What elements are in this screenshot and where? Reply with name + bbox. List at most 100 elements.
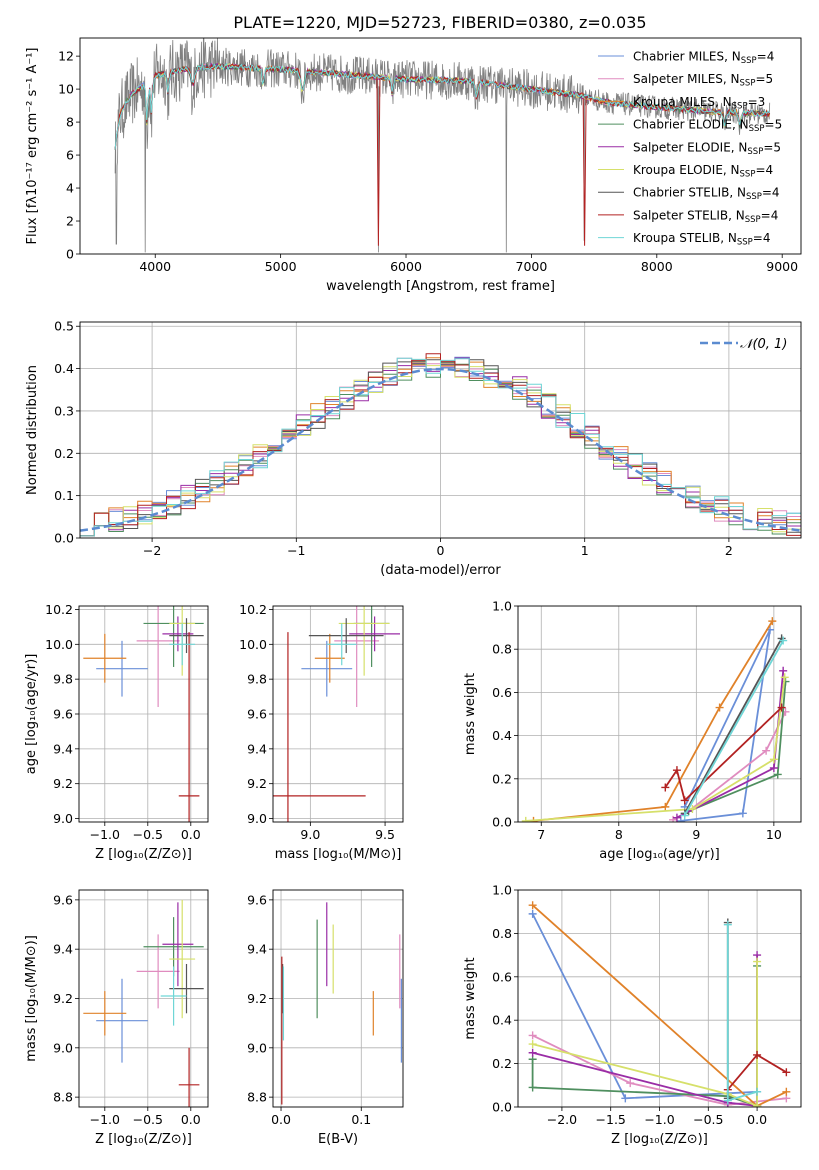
legend-entry: Salpeter ELODIE, NSSP=5 bbox=[633, 140, 781, 157]
x-tick-label: 0.0 bbox=[747, 1112, 767, 1127]
panel-age_vs_Z: −1.0 −0.5 0.0 9.0 9.2 9.4 9.6 9.8 10.0 10.2 Z [log… bbox=[24, 602, 209, 862]
legend-entry: 𝒩(0, 1) bbox=[740, 337, 787, 352]
y-axis-label: mass [log₁₀(M/M⊙)] bbox=[24, 935, 39, 1062]
y-tick-label: 9.6 bbox=[247, 707, 267, 722]
x-tick-label: −1.0 bbox=[644, 1112, 674, 1127]
y-tick-label: 10.0 bbox=[45, 637, 73, 652]
plot-area bbox=[80, 322, 801, 538]
weight-point-marker bbox=[779, 666, 788, 675]
panel-residuals: −2 −1 0 1 2 0.0 0.1 0.2 0.3 0.4 0.5 (data-model)/er… bbox=[25, 319, 802, 578]
gaussian-curve bbox=[80, 367, 801, 532]
weight-point-marker bbox=[753, 957, 762, 966]
x-tick-label: 2 bbox=[725, 543, 733, 558]
y-tick-label: 9.0 bbox=[53, 1040, 73, 1055]
x-tick-label: −2.0 bbox=[547, 1112, 577, 1127]
y-tick-label: 9.2 bbox=[247, 991, 267, 1006]
weight-line-7 bbox=[664, 706, 783, 803]
x-axis-label: Z [log₁₀(Z/Z⊙)] bbox=[95, 847, 192, 862]
y-tick-label: 0.2 bbox=[492, 771, 512, 786]
x-tick-label: 0 bbox=[437, 543, 445, 558]
plot-area bbox=[79, 606, 208, 822]
weight-point-marker bbox=[777, 703, 786, 712]
weight-point-marker bbox=[762, 746, 771, 755]
weight-point-marker bbox=[680, 811, 689, 820]
y-tick-label: 9.2 bbox=[53, 991, 73, 1006]
y-tick-label: 9.0 bbox=[53, 811, 73, 826]
x-tick-label: 5000 bbox=[265, 259, 297, 274]
panel-weight_vs_Z: −2.0 −1.5 −1.0 −0.5 0.0 0.0 0.2 0.4 0.6 0.8 1.0 Z [… bbox=[463, 883, 802, 1147]
y-tick-label: 9.0 bbox=[247, 811, 267, 826]
x-tick-label: 0.0 bbox=[271, 1112, 291, 1127]
weight-line-8 bbox=[683, 640, 784, 816]
y-tick-label: 9.2 bbox=[53, 776, 73, 791]
weight-point-marker bbox=[626, 1079, 635, 1088]
weight-line-5 bbox=[525, 677, 786, 822]
weight-point-marker bbox=[672, 813, 681, 822]
y-tick-label: 0.0 bbox=[492, 1100, 512, 1115]
axes-frame bbox=[78, 605, 209, 823]
x-tick-label: 6000 bbox=[390, 259, 422, 274]
legend-entry: Kroupa ELODIE, NSSP=4 bbox=[633, 163, 773, 180]
y-tick-label: 2 bbox=[66, 214, 74, 229]
x-tick-label: −1.0 bbox=[90, 827, 120, 842]
y-tick-label: 0.4 bbox=[492, 728, 512, 743]
y-tick-label: 0.5 bbox=[54, 319, 74, 334]
weight-point-marker bbox=[753, 1050, 762, 1059]
y-tick-label: 0.3 bbox=[54, 403, 74, 418]
y-axis-label: Flux [fλ10⁻¹⁷ erg cm⁻² s⁻¹ A⁻¹] bbox=[25, 48, 40, 245]
x-tick-label: 0.0 bbox=[181, 1112, 201, 1127]
x-tick-label: 7 bbox=[537, 827, 545, 842]
weight-point-marker bbox=[773, 770, 782, 779]
plot-area bbox=[273, 890, 403, 1107]
weight-point-marker bbox=[723, 920, 732, 929]
axes-frame bbox=[79, 37, 802, 255]
legend-entry: Kroupa STELIB, NSSP=4 bbox=[633, 231, 771, 248]
y-tick-label: 0.8 bbox=[492, 642, 512, 657]
legend-entry: Salpeter STELIB, NSSP=4 bbox=[633, 208, 778, 225]
y-tick-label: 9.4 bbox=[247, 942, 267, 957]
plot-area bbox=[114, 38, 771, 253]
plot-area bbox=[79, 890, 208, 1107]
y-tick-label: 9.0 bbox=[247, 1040, 267, 1055]
weight-point-marker bbox=[528, 1083, 537, 1092]
x-tick-label: 10 bbox=[766, 827, 782, 842]
weight-point-marker bbox=[753, 1101, 762, 1107]
y-tick-label: 9.6 bbox=[53, 892, 73, 907]
axes-frame bbox=[79, 321, 802, 539]
x-tick-label: −1.5 bbox=[596, 1112, 626, 1127]
x-axis-label: age [log₁₀(age/yr)] bbox=[599, 847, 720, 862]
weight-point-marker bbox=[782, 1068, 791, 1077]
weight-point-marker bbox=[528, 901, 537, 910]
x-axis-label: mass [log₁₀(M/M⊙)] bbox=[275, 847, 402, 862]
y-tick-label: 0.0 bbox=[492, 815, 512, 830]
y-tick-label: 9.4 bbox=[53, 741, 73, 756]
x-tick-label: −1 bbox=[287, 543, 305, 558]
x-tick-label: 4000 bbox=[139, 259, 171, 274]
legend-entry: Chabrier MILES, NSSP=4 bbox=[633, 50, 774, 67]
weight-point-marker bbox=[753, 1087, 762, 1096]
x-tick-label: 0.0 bbox=[181, 827, 201, 842]
axes-frame bbox=[517, 889, 802, 1108]
x-axis-label: Z [log₁₀(Z/Z⊙)] bbox=[611, 1132, 708, 1147]
weight-point-marker bbox=[661, 783, 670, 792]
weight-point-marker bbox=[779, 636, 788, 645]
axes-frame bbox=[272, 889, 404, 1108]
x-axis-label: E(B-V) bbox=[318, 1132, 358, 1147]
x-tick-label: 9.5 bbox=[375, 827, 395, 842]
y-tick-label: 12 bbox=[58, 49, 74, 64]
weight-point-marker bbox=[621, 1094, 630, 1103]
figure-title: PLATE=1220, MJD=52723, FIBERID=0380, z=0… bbox=[233, 13, 646, 32]
y-tick-label: 0.4 bbox=[492, 1013, 512, 1028]
x-tick-label: 8 bbox=[615, 827, 623, 842]
x-tick-label: 9000 bbox=[766, 259, 798, 274]
panel-mass_vs_Z: −1.0 −0.5 0.0 8.8 9.0 9.2 9.4 9.6 Z [log₁₀(Z/Z⊙)… bbox=[24, 889, 209, 1147]
x-tick-label: 0.1 bbox=[351, 1112, 371, 1127]
weight-line-4 bbox=[532, 955, 758, 1107]
y-axis-label: age [log₁₀(age/yr)] bbox=[24, 654, 39, 775]
weight-point-marker bbox=[688, 805, 697, 814]
y-tick-label: 10.2 bbox=[239, 602, 267, 617]
y-tick-label: 9.2 bbox=[247, 776, 267, 791]
plot-area bbox=[518, 890, 801, 1107]
y-tick-label: 9.4 bbox=[247, 741, 267, 756]
